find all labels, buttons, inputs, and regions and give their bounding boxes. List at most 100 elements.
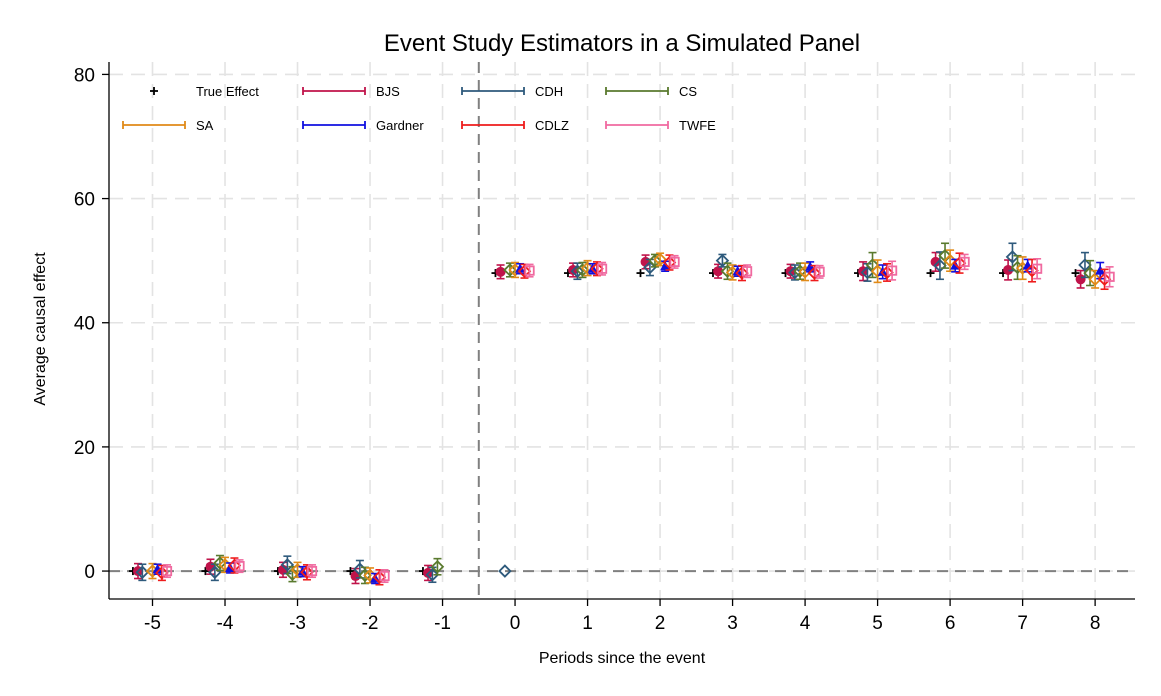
legend-label: BJS bbox=[376, 84, 400, 99]
y-tick-label: 60 bbox=[74, 190, 95, 211]
cdh-point bbox=[933, 258, 947, 273]
legend-label: CS bbox=[679, 84, 697, 99]
cs-error-bar bbox=[1086, 259, 1095, 287]
series-cs bbox=[213, 242, 1097, 585]
x-axis-label: Periods since the event bbox=[539, 650, 706, 667]
x-tick-label: 5 bbox=[872, 613, 883, 634]
legend-label: Gardner bbox=[376, 118, 424, 133]
cdh-point bbox=[425, 568, 440, 582]
cdlz-point bbox=[662, 255, 677, 270]
cdlz-point bbox=[1025, 263, 1039, 278]
y-axis-label: Average causal effect bbox=[32, 252, 49, 406]
bjs-point bbox=[930, 256, 941, 267]
cdlz-point bbox=[517, 264, 532, 278]
series-true-effect bbox=[128, 269, 1080, 576]
true-effect-point bbox=[346, 567, 355, 576]
y-tick-label: 40 bbox=[74, 314, 95, 335]
x-tick-label: 3 bbox=[727, 613, 738, 634]
x-tick-label: 8 bbox=[1090, 613, 1101, 634]
y-tick-label: 0 bbox=[84, 562, 95, 583]
cdh-point bbox=[715, 253, 730, 268]
twfe-point bbox=[741, 266, 753, 277]
cdh-point bbox=[788, 265, 802, 280]
x-tick-label: 2 bbox=[655, 613, 666, 634]
legend-label: TWFE bbox=[679, 118, 716, 133]
series-bjs bbox=[133, 251, 1086, 585]
bjs-point bbox=[713, 266, 724, 277]
x-tick-label: -4 bbox=[217, 613, 234, 634]
series-gardner bbox=[152, 258, 1106, 585]
twfe-point bbox=[306, 565, 318, 577]
x-tick-label: 4 bbox=[800, 613, 811, 634]
bjs-point bbox=[1003, 264, 1014, 275]
twfe-point bbox=[1032, 263, 1043, 274]
twfe-point bbox=[596, 263, 608, 274]
cdlz-point bbox=[880, 265, 894, 280]
twfe-point bbox=[959, 256, 970, 268]
sa-point bbox=[290, 563, 305, 577]
cs-point bbox=[793, 264, 807, 278]
twfe-error-bar bbox=[1105, 266, 1114, 288]
legend-item-cs: CS bbox=[605, 84, 697, 99]
cs-point bbox=[1010, 260, 1025, 275]
bjs-point bbox=[1075, 274, 1086, 285]
sa-error-bar bbox=[873, 259, 882, 284]
legend-item-bjs: BJS bbox=[302, 84, 400, 99]
series-sa bbox=[145, 249, 1102, 584]
cs-point bbox=[358, 568, 372, 583]
twfe-point bbox=[379, 570, 390, 582]
legend-item-true-effect: True Effect bbox=[150, 84, 259, 99]
cdh-point bbox=[1078, 258, 1092, 272]
cdlz-point bbox=[952, 256, 967, 270]
legend-label: CDH bbox=[535, 84, 563, 99]
twfe-error-bar bbox=[888, 260, 897, 281]
cdlz-point bbox=[735, 266, 749, 280]
cdlz-point bbox=[1097, 272, 1112, 287]
cs-point bbox=[285, 567, 300, 581]
sa-point bbox=[653, 252, 667, 267]
y-tick-label: 80 bbox=[74, 65, 95, 86]
cdlz-point bbox=[590, 261, 604, 276]
gardner-point bbox=[732, 265, 743, 276]
twfe-point bbox=[524, 265, 535, 276]
cdh-point bbox=[860, 265, 875, 280]
cdlz-point bbox=[155, 566, 169, 580]
twfe-point bbox=[886, 265, 898, 276]
true-effect-point bbox=[1071, 269, 1080, 278]
gridlines bbox=[109, 62, 1135, 599]
legend-label: SA bbox=[196, 118, 214, 133]
legend-label: True Effect bbox=[196, 84, 259, 99]
legend-item-cdh: CDH bbox=[461, 84, 563, 99]
y-tick-label: 20 bbox=[74, 438, 95, 459]
cs-point bbox=[575, 263, 590, 277]
cdh-point bbox=[498, 564, 512, 578]
twfe-point bbox=[814, 266, 825, 277]
gardner-point bbox=[660, 260, 671, 271]
gardner-point bbox=[515, 263, 526, 273]
bjs-point bbox=[495, 266, 506, 277]
twfe-error-bar bbox=[1033, 257, 1042, 280]
cs-point bbox=[503, 263, 517, 277]
cs-error-bar bbox=[941, 242, 950, 269]
twfe-point bbox=[669, 256, 680, 268]
sa-error-bar bbox=[1018, 256, 1027, 281]
true-effect-point bbox=[926, 269, 935, 278]
twfe-point bbox=[234, 560, 245, 572]
cdh-point bbox=[280, 558, 295, 572]
legend: True Effect BJS CDH CS SA Gardner CDLZ TWFE bbox=[122, 84, 716, 133]
cdlz-point bbox=[372, 570, 387, 585]
x-tick-label: 7 bbox=[1017, 613, 1028, 634]
x-tick-label: -2 bbox=[362, 613, 379, 634]
x-tick-label: -1 bbox=[434, 613, 451, 634]
legend-item-gardner: Gardner bbox=[302, 118, 424, 133]
sa-point bbox=[1088, 272, 1102, 287]
cs-point bbox=[648, 253, 662, 268]
gardner-point bbox=[152, 563, 163, 574]
series-twfe bbox=[161, 253, 1115, 584]
legend-label: CDLZ bbox=[535, 118, 569, 133]
cs-error-bar bbox=[868, 251, 877, 279]
true-effect-point bbox=[636, 269, 645, 278]
gardner-point bbox=[1095, 265, 1106, 275]
cdlz-point bbox=[807, 266, 822, 280]
twfe-point bbox=[161, 565, 173, 577]
